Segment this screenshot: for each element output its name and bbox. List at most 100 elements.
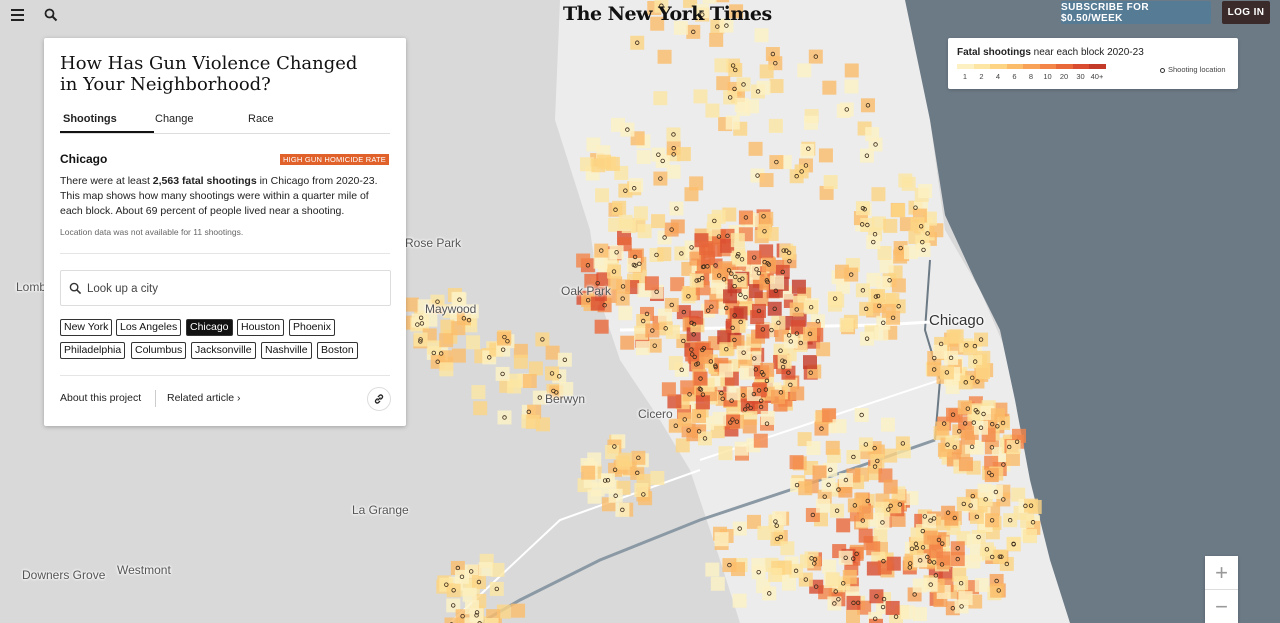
- map-legend: Fatal shootings near each block 2020-23 …: [948, 38, 1238, 89]
- city-chip-new-york[interactable]: New York: [60, 319, 113, 336]
- shooting-location-dot: [880, 520, 885, 525]
- heat-cell: [789, 455, 804, 470]
- menu-icon[interactable]: [11, 9, 24, 21]
- heat-cell: [1023, 529, 1038, 544]
- heat-cell: [832, 419, 847, 434]
- shooting-location-dot: [815, 319, 821, 324]
- shooting-location-dot: [696, 277, 702, 283]
- shooting-location-dot: [632, 254, 638, 260]
- city-search[interactable]: [60, 270, 391, 306]
- shooting-location-dot: [691, 332, 696, 337]
- heat-cell: [895, 436, 910, 451]
- heat-cell: [644, 276, 659, 291]
- shooting-location-dot: [669, 302, 674, 308]
- heat-cell: [439, 362, 454, 377]
- heat-cell: [939, 365, 954, 380]
- desc-suffix: in Chicago from 2020-23. This map shows …: [60, 175, 378, 217]
- shooting-location-dot: [585, 297, 591, 303]
- heat-cell: [874, 326, 889, 341]
- shooting-location-dot: [759, 370, 765, 375]
- shooting-location-dot: [691, 321, 697, 327]
- heat-cell: [473, 401, 488, 416]
- related-article-link[interactable]: Related article ›: [167, 392, 241, 404]
- city-chip-phoenix[interactable]: Phoenix: [289, 319, 335, 336]
- heat-cell: [957, 400, 972, 415]
- heat-cell: [918, 183, 933, 198]
- shooting-location-dot: [733, 274, 738, 280]
- city-chip-los-angeles[interactable]: Los Angeles: [116, 319, 182, 336]
- nyt-logo[interactable]: The New York Times: [563, 3, 772, 25]
- city-chip-philadelphia[interactable]: Philadelphia: [60, 342, 126, 359]
- shooting-location-dot: [773, 519, 778, 524]
- heat-cell: [804, 115, 819, 130]
- shooting-location-dot: [728, 420, 733, 425]
- subscribe-button[interactable]: SUBSCRIBE FOR $0.50/WEEK: [1061, 1, 1211, 24]
- shooting-location-dot: [671, 152, 676, 157]
- shooting-location-dot: [780, 364, 786, 370]
- tab-change[interactable]: Change: [155, 113, 194, 125]
- heat-cell: [705, 562, 720, 577]
- shooting-location-dot: [931, 560, 937, 565]
- shooting-location-dot: [438, 351, 444, 356]
- heat-cell: [859, 505, 874, 520]
- heat-cell: [885, 293, 900, 308]
- shooting-location-dot: [686, 428, 691, 433]
- city-chip-houston[interactable]: Houston: [237, 319, 285, 336]
- city-chip-jacksonville[interactable]: Jacksonville: [191, 342, 256, 359]
- heat-cell: [705, 103, 720, 118]
- city-chip-chicago[interactable]: Chicago: [186, 319, 233, 336]
- shooting-location-dot: [778, 534, 783, 540]
- shooting-location-dot: [709, 304, 714, 309]
- search-icon[interactable]: [44, 8, 58, 22]
- heat-cell: [686, 24, 701, 39]
- heat-cell: [593, 254, 608, 269]
- shooting-location-dot: [925, 231, 930, 236]
- heat-cell: [912, 578, 927, 593]
- heat-cell: [885, 600, 900, 615]
- heat-cell: [821, 477, 836, 492]
- heat-cell: [910, 217, 925, 232]
- heat-cell: [858, 437, 873, 452]
- tab-race[interactable]: Race: [248, 113, 274, 125]
- shooting-location-dot: [764, 421, 770, 426]
- shooting-location-dot: [644, 311, 650, 317]
- heat-cell: [883, 479, 898, 494]
- shooting-location-dot: [435, 359, 440, 364]
- shooting-location-dot: [961, 501, 967, 507]
- zoom-out-button[interactable]: −: [1215, 593, 1228, 619]
- city-chip-boston[interactable]: Boston: [317, 342, 358, 359]
- shooting-location-dot: [794, 482, 800, 488]
- shooting-location-dot: [732, 313, 737, 318]
- shooting-location-dot: [755, 173, 760, 178]
- shooting-location-dot: [741, 82, 746, 87]
- share-link-button[interactable]: [367, 387, 391, 411]
- shooting-location-dot: [1030, 520, 1036, 525]
- shooting-location-dot: [700, 392, 706, 397]
- heat-cell: [451, 291, 466, 306]
- heat-cell: [958, 457, 973, 472]
- heat-cell: [912, 607, 927, 622]
- shooting-location-dot: [864, 153, 870, 158]
- city-chip-columbus[interactable]: Columbus: [131, 342, 187, 359]
- city-chip-nashville[interactable]: Nashville: [261, 342, 312, 359]
- shooting-location-dot: [843, 555, 848, 560]
- shooting-location-dot: [611, 269, 617, 274]
- heat-cell: [629, 178, 644, 193]
- heat-cell: [545, 366, 560, 381]
- city-search-input[interactable]: [87, 279, 377, 299]
- shooting-location-dot: [945, 442, 950, 447]
- shooting-location-dot: [860, 205, 866, 211]
- heat-cell: [922, 513, 937, 528]
- map-label-westmont: Westmont: [117, 563, 171, 577]
- heat-cell: [1006, 536, 1021, 551]
- about-link[interactable]: About this project: [60, 392, 142, 404]
- shooting-location-dot: [813, 584, 819, 589]
- tab-shootings[interactable]: Shootings: [63, 113, 117, 125]
- shooting-location-dot: [828, 467, 833, 473]
- login-button[interactable]: LOG IN: [1222, 1, 1270, 24]
- shooting-location-dot: [974, 514, 980, 520]
- shooting-location-dot: [700, 347, 705, 353]
- heat-cell: [719, 18, 734, 33]
- zoom-in-button[interactable]: +: [1215, 559, 1228, 585]
